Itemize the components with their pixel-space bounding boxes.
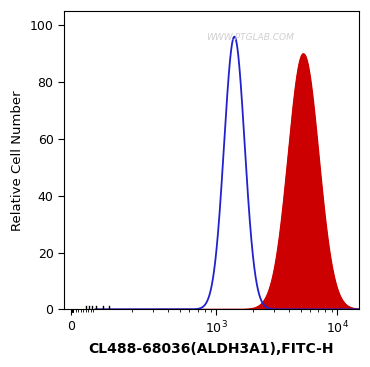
Text: WWW.PTGLAB.COM: WWW.PTGLAB.COM: [206, 33, 294, 43]
Y-axis label: Relative Cell Number: Relative Cell Number: [11, 90, 24, 230]
X-axis label: CL488-68036(ALDH3A1),FITC-H: CL488-68036(ALDH3A1),FITC-H: [89, 342, 334, 356]
